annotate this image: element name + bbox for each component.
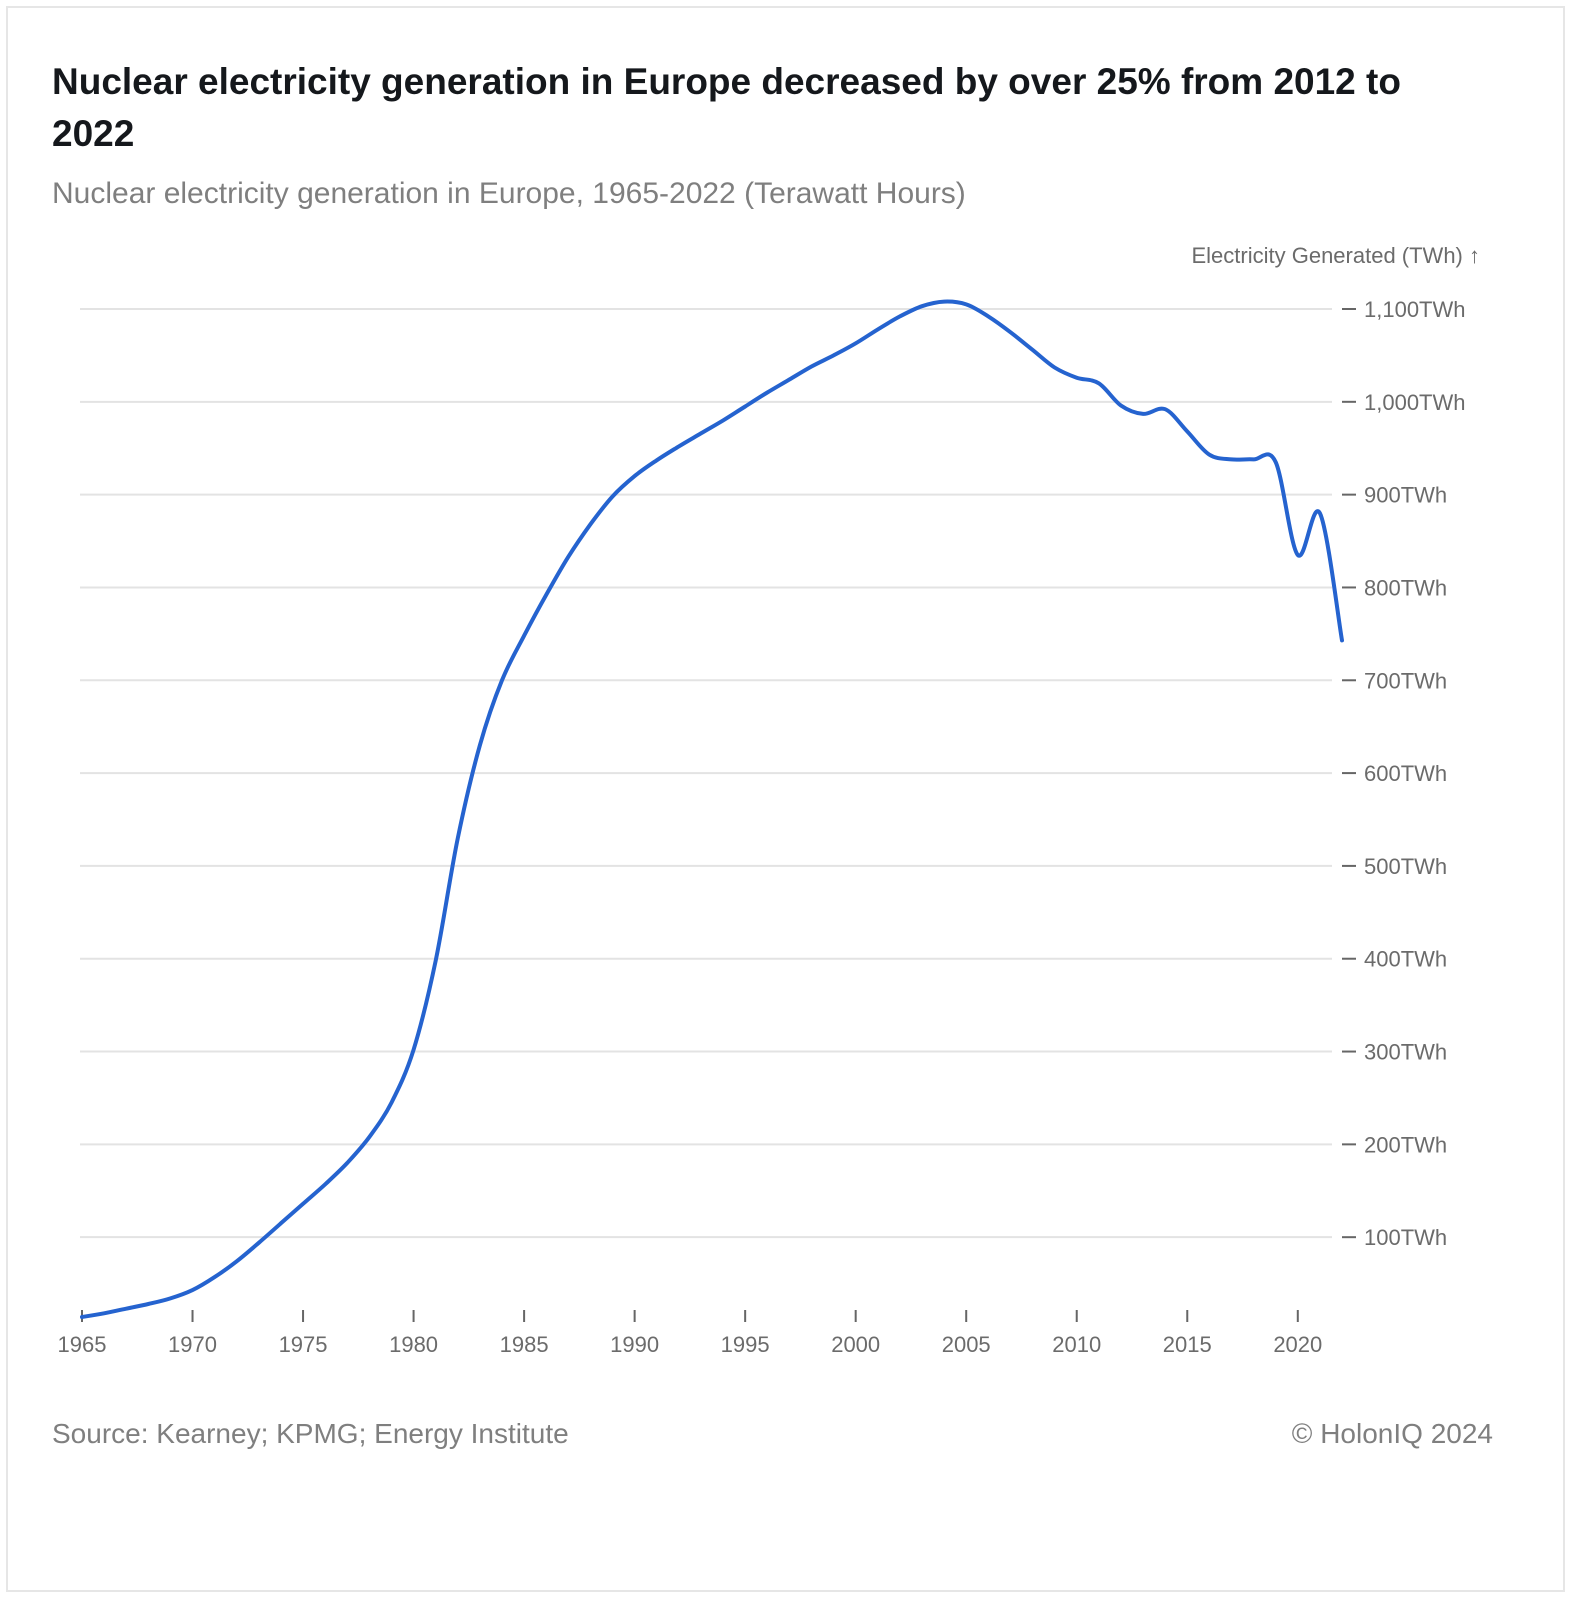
y-tick-label: 600TWh xyxy=(1364,761,1447,786)
x-tick-label: 2010 xyxy=(1052,1332,1101,1357)
chart-title: Nuclear electricity generation in Europe… xyxy=(52,61,1401,154)
y-tick-label: 500TWh xyxy=(1364,854,1447,879)
y-tick-label: 100TWh xyxy=(1364,1225,1447,1250)
x-tick-label: 1970 xyxy=(168,1332,217,1357)
x-tick-label: 1990 xyxy=(610,1332,659,1357)
line-chart: 100TWh 200TWh 300TWh 400TWh 500TWh 600TWh 700T… xyxy=(58,243,1480,1357)
x-tick-label: 2015 xyxy=(1163,1332,1212,1357)
x-tick-label: 1980 xyxy=(389,1332,438,1357)
x-tick-label: 1975 xyxy=(279,1332,328,1357)
series-line xyxy=(80,299,1344,1319)
y-tick-label: 700TWh xyxy=(1364,668,1447,693)
x-tick-label: 2020 xyxy=(1273,1332,1322,1357)
y-tick-label: 200TWh xyxy=(1364,1132,1447,1157)
y-axis-label: Electricity Generated (TWh) ↑ xyxy=(1191,243,1480,268)
source-note: Source: Kearney; KPMG; Energy Institute xyxy=(52,1418,569,1449)
x-tick-label: 1965 xyxy=(58,1332,107,1357)
chart-card xyxy=(6,6,1565,1592)
y-tick-label: 1,100TWh xyxy=(1364,297,1466,322)
y-tick-label: 800TWh xyxy=(1364,575,1447,600)
y-tick-label: 900TWh xyxy=(1364,483,1447,508)
x-tick-label: 1995 xyxy=(721,1332,770,1357)
y-axis: 100TWh 200TWh 300TWh 400TWh 500TWh 600TWh 700T… xyxy=(1342,297,1466,1250)
y-tick-label: 1,000TWh xyxy=(1364,390,1466,415)
x-axis: 1965 1970 1975 1980 1985 1990 1995 2000 2005 2010… xyxy=(58,1310,1322,1357)
gridlines xyxy=(80,308,1332,1239)
x-tick-label: 2005 xyxy=(942,1332,991,1357)
copyright-note: © HolonIQ 2024 xyxy=(1291,1418,1493,1449)
y-tick-label: 300TWh xyxy=(1364,1040,1447,1065)
y-tick-label: 400TWh xyxy=(1364,947,1447,972)
x-tick-label: 1985 xyxy=(500,1332,549,1357)
chart-subtitle: Nuclear electricity generation in Europe… xyxy=(52,177,966,210)
x-tick-label: 2000 xyxy=(831,1332,880,1357)
